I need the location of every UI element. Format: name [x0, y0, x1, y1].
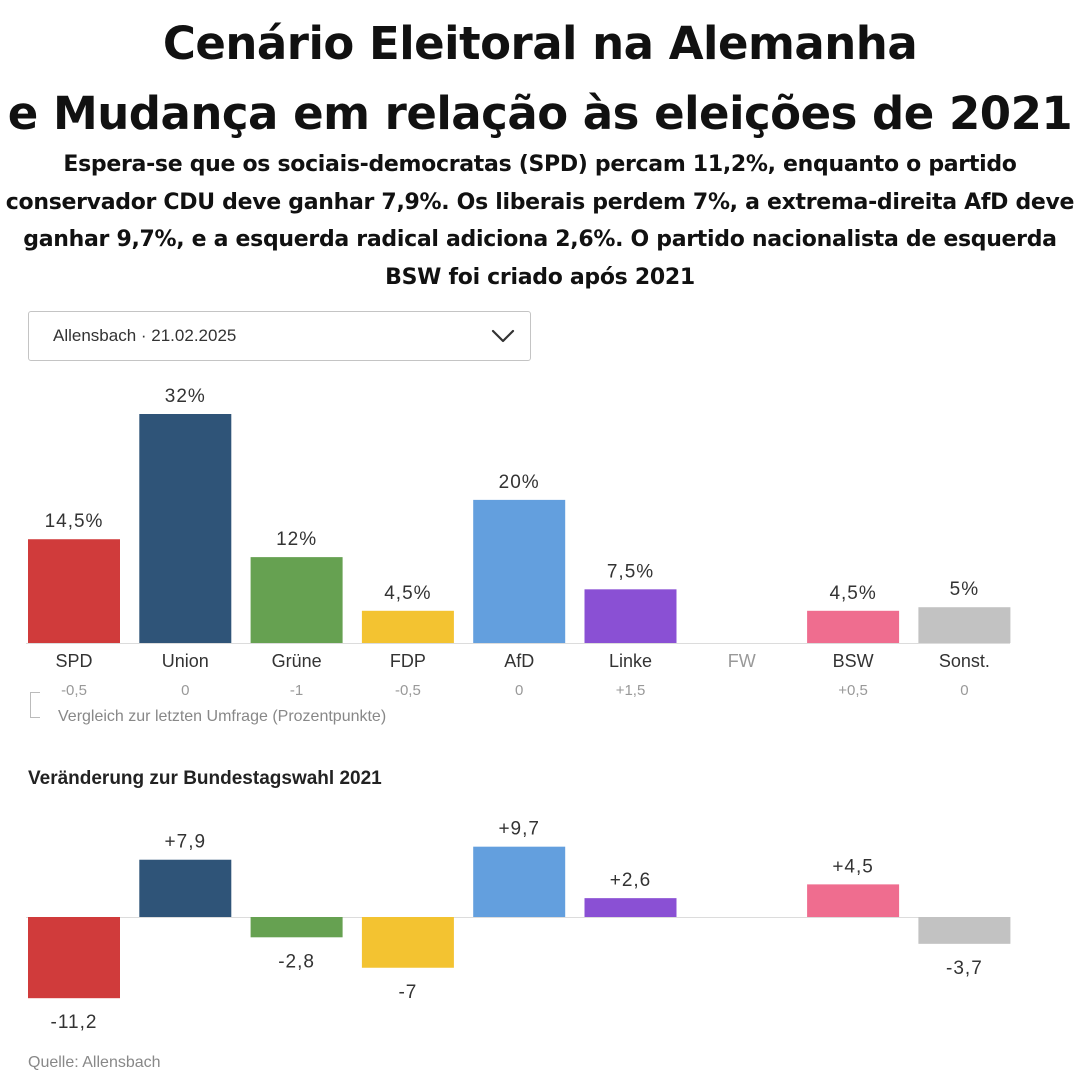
poll-change-label-spd: -0,5	[61, 682, 87, 699]
change-bar-spd	[28, 917, 120, 999]
value-label-union: 32%	[165, 386, 206, 407]
poll-selector-dropdown[interactable]: Allensbach · 21.02.2025	[28, 311, 531, 361]
value-label-linke: 7,5%	[607, 561, 654, 582]
poll-change-label-bsw: +0,5	[838, 682, 868, 699]
chevron-down-icon[interactable]	[490, 325, 516, 351]
change-bar-linke	[584, 898, 677, 917]
poll-change-label-union: 0	[181, 682, 189, 699]
value-label-sonst: 5%	[950, 579, 979, 600]
change-label-linke: +2,6	[610, 870, 652, 891]
category-label-union: Union	[162, 651, 209, 671]
category-label-linke: Linke	[609, 651, 652, 671]
bar-spd	[28, 539, 120, 643]
change-since-2021-chart: -11,2 +7,9 -2,8 -7 +9,7 +2,6 +4,5 -3,7	[26, 819, 1011, 1033]
value-label-fdp: 4,5%	[384, 583, 431, 604]
change-chart-heading: Veränderung zur Bundestagswahl 2021	[28, 768, 382, 789]
comparison-note: Vergleich zur letzten Umfrage (Prozentpu…	[58, 708, 387, 725]
change-label-union: +7,9	[165, 832, 207, 853]
poll-change-label-fdp: -0,5	[395, 682, 421, 699]
bar-fdp	[361, 610, 454, 643]
poll-results-chart: 14,5% SPD -0,5 32% Union 0 12% Grüne -1 4,5% FDP -0…	[26, 386, 1011, 699]
change-bar-bsw	[807, 884, 900, 917]
category-label-fw: FW	[728, 651, 756, 671]
change-bar-sonst	[918, 917, 1011, 944]
change-bar-afd	[473, 846, 566, 917]
page-title-line-2: e Mudança em relação às eleições de 2021	[7, 87, 1073, 140]
category-label-fdp: FDP	[390, 651, 426, 671]
value-label-spd: 14,5%	[45, 511, 104, 532]
change-label-afd: +9,7	[498, 819, 540, 840]
change-label-bsw: +4,5	[832, 856, 874, 877]
poll-change-label-gruene: -1	[290, 682, 303, 699]
source-note: Quelle: Allensbach	[28, 1054, 161, 1071]
category-label-bsw: BSW	[833, 651, 874, 671]
change-bar-fdp	[361, 917, 454, 968]
bar-linke	[584, 589, 677, 643]
bar-gruene	[250, 557, 343, 643]
bar-sonst	[918, 607, 1011, 643]
change-bar-gruene	[250, 917, 343, 938]
value-label-gruene: 12%	[276, 529, 317, 550]
poll-change-label-linke: +1,5	[616, 682, 646, 699]
poll-change-label-afd: 0	[515, 682, 523, 699]
category-label-afd: AfD	[504, 651, 534, 671]
poll-selector-label: Allensbach · 21.02.2025	[53, 326, 237, 345]
page-subtitle: Espera-se que os sociais-democratas (SPD…	[5, 152, 1075, 290]
change-label-sonst: -3,7	[946, 958, 983, 979]
page-title-line-1: Cenário Eleitoral na Alemanha	[162, 17, 918, 70]
category-label-sonst: Sonst.	[939, 651, 990, 671]
bar-afd	[473, 499, 566, 643]
change-label-spd: -11,2	[51, 1012, 98, 1033]
value-label-afd: 20%	[499, 472, 540, 493]
category-label-gruene: Grüne	[272, 651, 322, 671]
bar-bsw	[807, 610, 900, 643]
poll-change-label-sonst: 0	[960, 682, 968, 699]
category-label-spd: SPD	[55, 651, 92, 671]
value-label-bsw: 4,5%	[829, 583, 876, 604]
change-label-gruene: -2,8	[278, 951, 315, 972]
comparison-bracket	[30, 692, 40, 718]
change-label-fdp: -7	[398, 982, 417, 1003]
bar-union	[139, 414, 232, 643]
change-bar-union	[139, 859, 232, 917]
